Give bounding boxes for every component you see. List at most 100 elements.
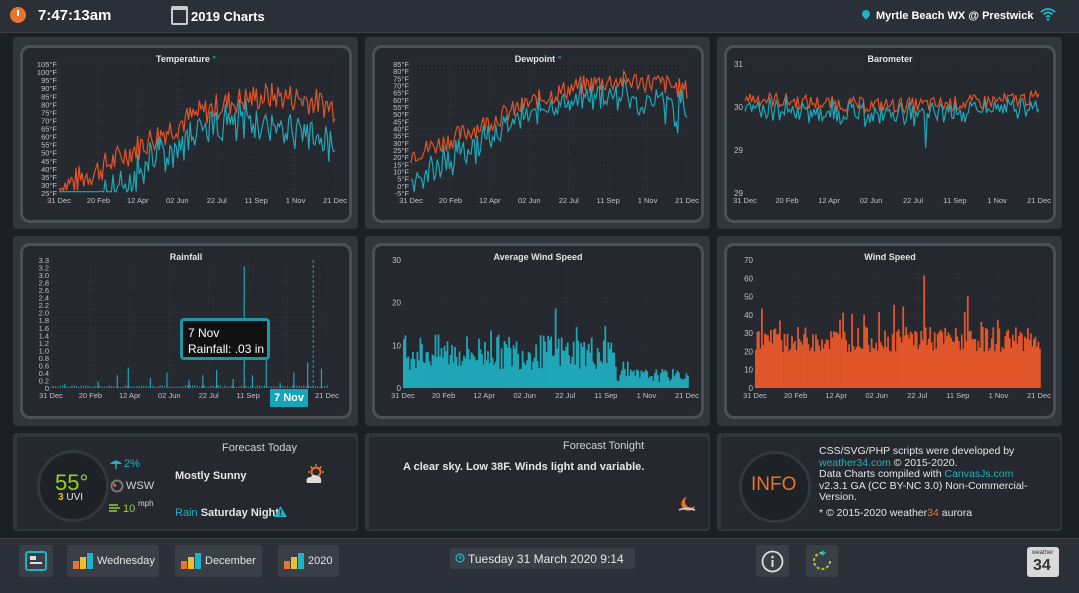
wind-bar (797, 326, 799, 388)
wind-bar (530, 369, 533, 388)
barometer-chart[interactable]: Barometer 31 30 29 29 31 Dec 20 Feb 12 Apr 02 Ju… (724, 45, 1056, 223)
y-tick-label: 30°F (393, 139, 409, 148)
bar-chart-icon (73, 553, 94, 569)
wind-bar (490, 330, 492, 388)
wind-bar (762, 344, 765, 388)
dewpoint-chart[interactable]: Dewpoint ° 85°F 80°F 75°F 70°F 65°F 60°F 55°F 50… (372, 45, 704, 223)
y-tick-label: 30 (392, 256, 401, 265)
wind-bar (777, 334, 780, 388)
wind-bar (620, 370, 623, 388)
wind-bar (682, 379, 685, 388)
wind-bar (611, 352, 614, 388)
wind-bar (891, 334, 894, 388)
wind-bar (999, 351, 1002, 388)
wind-bar (538, 368, 540, 388)
wind-bar (667, 377, 670, 388)
wind-bar (658, 381, 661, 388)
wind-bar (664, 369, 667, 388)
wind-bar (614, 366, 617, 388)
y-tick-label: 105°F (37, 60, 58, 69)
credits-copy1: © 2015-2020. (893, 456, 958, 469)
x-tick-label: 22 Jul (207, 196, 227, 205)
wednesday-button[interactable]: Wednesday (67, 545, 159, 577)
weather34-logo[interactable]: weather 34 (1027, 547, 1059, 577)
wind-bar (512, 345, 515, 388)
moon-icon (678, 497, 696, 511)
y-tick-label: 65°F (41, 125, 57, 134)
wind-bar (921, 339, 924, 388)
wind-bar (496, 337, 498, 388)
wind-bar (885, 347, 888, 388)
windspeed-svg: Wind Speed 70 60 50 40 30 20 10 031 Dec 20 Feb 12 … (743, 252, 1051, 400)
wind-bar (1012, 334, 1014, 388)
wind-bar (427, 352, 429, 388)
wind-bar (783, 334, 786, 388)
wind-bar (965, 341, 968, 388)
wind-bar (768, 341, 771, 388)
wind-bar (855, 346, 858, 388)
y-tick-label: 5°F (397, 175, 409, 184)
december-button[interactable]: December (175, 545, 262, 577)
canvasjs-link[interactable]: CanvasJs.com (944, 468, 1014, 480)
wind-bar (903, 335, 906, 388)
wind-bar (653, 373, 656, 388)
y-tick-label: 50 (744, 293, 753, 302)
windspeed-chart[interactable]: Wind Speed 70 60 50 40 30 20 10 0 31 Dec 20 Feb 12 … (724, 243, 1056, 419)
wind-bar (1022, 351, 1025, 388)
y-tick-label: 70°F (41, 116, 57, 125)
x-tick-label: 21 Dec (675, 196, 699, 205)
home-button[interactable] (19, 545, 53, 577)
info-button[interactable] (756, 545, 789, 577)
wind-bar (818, 345, 820, 388)
wind-bar (412, 351, 414, 388)
wind-bar (1004, 336, 1007, 388)
wind-bar (792, 343, 795, 388)
wind-bar (517, 353, 519, 388)
y-tick-label: 45°F (393, 117, 409, 126)
wind-bar (1037, 341, 1040, 388)
forecast-summary: Mostly Sunny (175, 470, 247, 482)
wind-bar (415, 368, 417, 388)
wind-bar (520, 369, 522, 388)
wind-bar (589, 352, 592, 388)
x-tick-label: 22 Jul (199, 391, 219, 400)
y-tick-label: 75°F (393, 74, 409, 83)
wind-bar (852, 346, 855, 388)
wind-bar (575, 327, 578, 388)
wind-bar (625, 376, 628, 388)
wind-bar (467, 349, 470, 388)
wind-bar (660, 373, 662, 388)
x-tick-label: 1 Nov (987, 196, 1007, 205)
wind-bar (505, 344, 507, 388)
location-pin-icon (860, 8, 872, 20)
avgwind-chart[interactable]: Average Wind Speed 30 20 10 0 31 Dec 20 Feb 12 … (372, 243, 704, 419)
x-tick-label: 20 Feb (87, 196, 110, 205)
wind-bar (860, 348, 862, 388)
y-tick-label: 0.6 (39, 361, 49, 370)
wind-bar (890, 351, 892, 388)
wind-bar (595, 368, 598, 388)
x-tick-label: 22 Jul (559, 196, 579, 205)
wind-bar (663, 371, 665, 388)
y-tick-label: 0.4 (39, 369, 49, 378)
barometer-title: Barometer (867, 54, 913, 64)
wind-bar (990, 338, 993, 388)
year-2020-button[interactable]: 2020 (278, 545, 339, 577)
wind-bar (542, 335, 545, 388)
wind-bar (550, 336, 553, 388)
wind-bar (992, 327, 995, 388)
wind-bar (837, 334, 840, 388)
wind-bar (514, 348, 516, 388)
refresh-button[interactable] (806, 545, 838, 577)
wind-bar (830, 331, 832, 388)
weather34-link[interactable]: weather34.com (819, 456, 891, 469)
wind-bar (806, 337, 808, 388)
wind-bar (494, 361, 497, 388)
temperature-chart[interactable]: Temperature ° 105°F 100°F 95°F 90°F 85°F 80°F 7… (20, 45, 352, 223)
wind-bar (430, 365, 432, 388)
wind-bar (755, 350, 757, 388)
info-icon (761, 550, 784, 573)
wind-bar (984, 328, 987, 388)
x-tick-label: 1 Nov (286, 196, 306, 205)
y-tick-label: 60°F (41, 133, 57, 142)
